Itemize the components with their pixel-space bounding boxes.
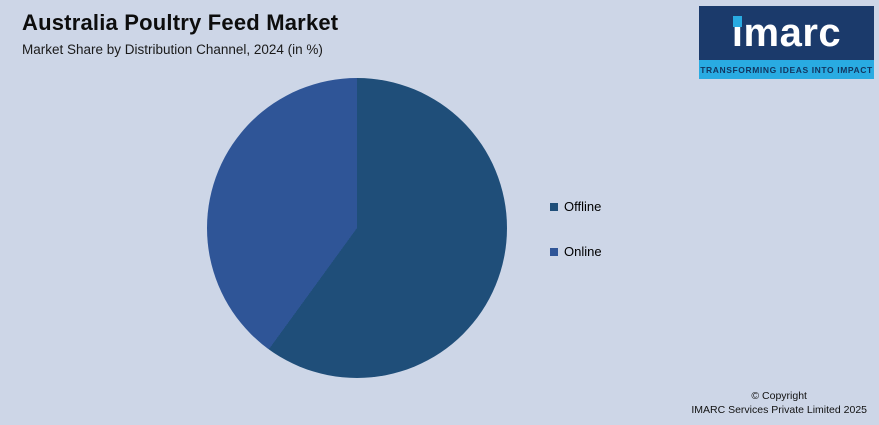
logo-i-dot-icon xyxy=(732,16,742,27)
legend-item-online: Online xyxy=(550,244,602,259)
logo-tagline: TRANSFORMING IDEAS INTO IMPACT xyxy=(699,60,874,79)
legend-label: Online xyxy=(564,244,602,259)
copyright: © Copyright IMARC Services Private Limit… xyxy=(691,389,867,417)
imarc-logo: imarc TRANSFORMING IDEAS INTO IMPACT xyxy=(699,6,874,79)
legend-swatch xyxy=(550,202,558,211)
logo-text: imarc xyxy=(732,13,841,53)
copyright-line1: © Copyright xyxy=(751,389,807,402)
pie-chart xyxy=(207,78,507,378)
copyright-line2: IMARC Services Private Limited 2025 xyxy=(691,403,867,416)
page-title: Australia Poultry Feed Market xyxy=(22,10,339,35)
logo-letter-i: i xyxy=(731,11,744,55)
legend-item-offline: Offline xyxy=(550,199,602,214)
legend-label: Offline xyxy=(564,199,602,214)
logo-letters-rest: marc xyxy=(743,11,842,55)
legend: Offline Online xyxy=(550,199,602,259)
legend-swatch xyxy=(550,247,558,256)
page-subtitle: Market Share by Distribution Channel, 20… xyxy=(22,42,323,57)
imarc-logo-wordmark: imarc xyxy=(699,6,874,60)
